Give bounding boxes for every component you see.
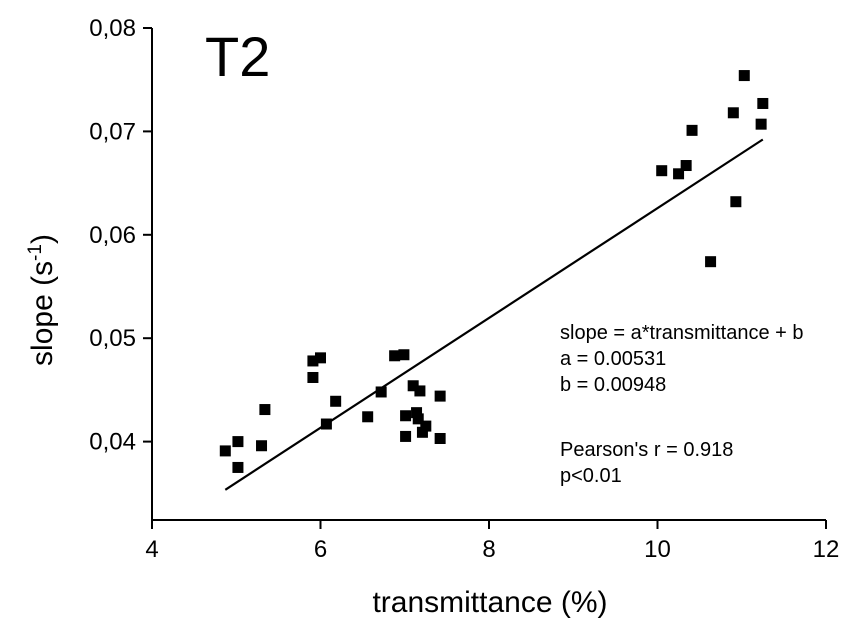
fit-annotation: slope = a*transmittance + b a = 0.00531 … (560, 322, 803, 487)
y-axis-title-superscript: -1 (25, 244, 46, 261)
data-point (330, 395, 342, 407)
data-point (407, 380, 419, 392)
data-point (730, 196, 742, 208)
data-point (219, 445, 231, 457)
x-axis-title: transmittance (%) (372, 586, 607, 619)
data-point (256, 440, 268, 452)
x-tick-label: 8 (482, 536, 495, 563)
y-axis-title-suffix: ) (26, 234, 59, 244)
data-point (416, 426, 428, 438)
data-point (673, 168, 685, 180)
y-tick-label: 0,06 (89, 222, 136, 249)
annotation-pearson-r: Pearson's r = 0.918 (560, 439, 733, 461)
y-tick-label: 0,07 (89, 118, 136, 145)
data-point (307, 371, 319, 383)
y-axis-title: slope (s-1) (25, 234, 59, 366)
data-point (420, 420, 432, 432)
y-tick-label: 0,08 (89, 15, 136, 42)
x-tick-label: 4 (145, 536, 158, 563)
data-point (315, 352, 326, 364)
data-point (686, 124, 698, 136)
data-point (320, 418, 332, 430)
data-point (434, 432, 446, 444)
data-point (738, 70, 750, 82)
data-point (757, 97, 769, 109)
x-tick-label: 12 (813, 536, 840, 563)
annotation-equation: slope = a*transmittance + b (560, 322, 803, 344)
data-point (705, 256, 717, 268)
data-point (389, 350, 401, 362)
data-point (414, 385, 426, 397)
data-points (219, 70, 769, 473)
chart-title: T2 (205, 25, 270, 88)
data-point (362, 411, 374, 423)
x-tick-label: 6 (314, 536, 327, 563)
data-point (434, 390, 446, 402)
data-point (400, 430, 412, 442)
annotation-p-value: p<0.01 (560, 465, 622, 487)
data-point (412, 413, 424, 425)
y-axis-ticks: 0,04 0,05 0,06 0,07 0,08 (89, 15, 152, 456)
data-point (307, 355, 319, 367)
x-tick-label: 10 (644, 536, 671, 563)
data-point (680, 160, 692, 172)
data-point (375, 386, 387, 398)
data-point (398, 349, 410, 361)
data-point (411, 407, 423, 419)
y-tick-label: 0,05 (89, 325, 136, 352)
data-point (232, 436, 244, 448)
data-point (232, 461, 244, 473)
y-tick-label: 0,04 (89, 429, 136, 456)
x-axis-ticks: 4 6 8 10 12 (145, 520, 839, 563)
data-point (755, 118, 767, 130)
data-point (727, 107, 739, 119)
y-axis-title-text: slope (s (26, 261, 59, 366)
data-point (656, 165, 668, 177)
regression-line (224, 138, 764, 491)
data-point (259, 404, 271, 416)
annotation-a-value: a = 0.00531 (560, 348, 666, 370)
data-point (400, 410, 412, 422)
annotation-b-value: b = 0.00948 (560, 374, 666, 396)
